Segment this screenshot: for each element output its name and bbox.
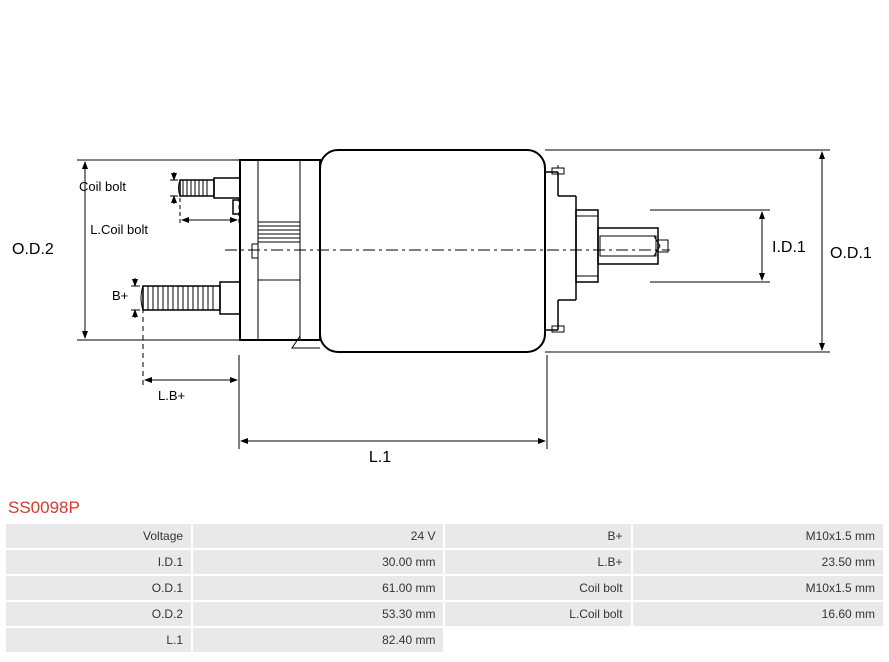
technical-diagram: O.D.1 I.D.1 O.D.2 L.1 L.B+ B+ Coil bolt … [0, 0, 889, 495]
label-bplus: B+ [112, 288, 128, 303]
label-lbplus: L.B+ [158, 388, 185, 403]
spec-value: 24 V [193, 524, 443, 548]
label-od2: O.D.2 [12, 241, 54, 258]
spec-label: I.D.1 [6, 550, 191, 574]
spec-label: L.B+ [445, 550, 630, 574]
label-coilbolt: Coil bolt [79, 179, 126, 194]
spec-value [633, 628, 883, 652]
spec-value: M10x1.5 mm [633, 524, 883, 548]
spec-table: Voltage24 VB+M10x1.5 mmI.D.130.00 mmL.B+… [4, 522, 885, 654]
table-row: O.D.161.00 mmCoil boltM10x1.5 mm [6, 576, 883, 600]
spec-label: O.D.1 [6, 576, 191, 600]
table-row: I.D.130.00 mmL.B+23.50 mm [6, 550, 883, 574]
label-lcoilbolt: L.Coil bolt [90, 222, 148, 237]
label-l1: L.1 [369, 449, 391, 466]
table-row: L.182.40 mm [6, 628, 883, 652]
spec-value: 61.00 mm [193, 576, 443, 600]
label-id1: I.D.1 [772, 239, 806, 256]
spec-label: Voltage [6, 524, 191, 548]
spec-label [445, 628, 630, 652]
table-row: O.D.253.30 mmL.Coil bolt16.60 mm [6, 602, 883, 626]
spec-label: L.Coil bolt [445, 602, 630, 626]
table-row: Voltage24 VB+M10x1.5 mm [6, 524, 883, 548]
spec-label: L.1 [6, 628, 191, 652]
spec-label: B+ [445, 524, 630, 548]
spec-value: 53.30 mm [193, 602, 443, 626]
spec-value: 23.50 mm [633, 550, 883, 574]
spec-value: 30.00 mm [193, 550, 443, 574]
label-od1: O.D.1 [830, 245, 872, 262]
spec-label: Coil bolt [445, 576, 630, 600]
part-number: SS0098P [8, 498, 80, 518]
spec-value: 82.40 mm [193, 628, 443, 652]
spec-value: M10x1.5 mm [633, 576, 883, 600]
spec-value: 16.60 mm [633, 602, 883, 626]
spec-label: O.D.2 [6, 602, 191, 626]
